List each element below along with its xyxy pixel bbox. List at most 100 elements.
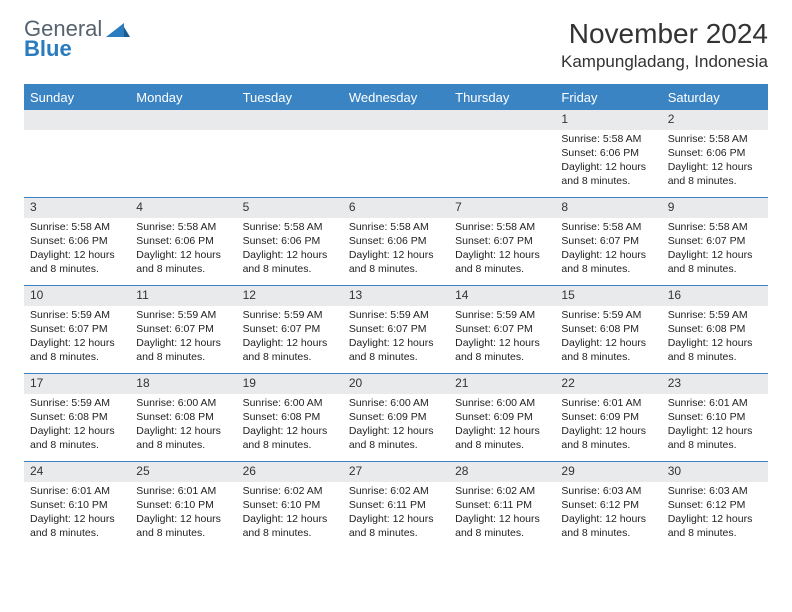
calendar-day-cell — [449, 110, 555, 198]
calendar-day-cell: 2Sunrise: 5:58 AMSunset: 6:06 PMDaylight… — [662, 110, 768, 198]
logo-triangle-icon — [106, 20, 130, 40]
day-number: 19 — [237, 374, 343, 394]
daylight-text: Daylight: 12 hours and 8 minutes. — [668, 336, 762, 364]
day-details: Sunrise: 6:02 AMSunset: 6:10 PMDaylight:… — [237, 482, 343, 545]
calendar-day-cell: 21Sunrise: 6:00 AMSunset: 6:09 PMDayligh… — [449, 374, 555, 462]
calendar-day-cell: 27Sunrise: 6:02 AMSunset: 6:11 PMDayligh… — [343, 462, 449, 550]
day-header: Wednesday — [343, 85, 449, 110]
sunrise-text: Sunrise: 5:59 AM — [30, 308, 124, 322]
day-number — [24, 110, 130, 130]
calendar-day-cell — [24, 110, 130, 198]
daylight-text: Daylight: 12 hours and 8 minutes. — [561, 160, 655, 188]
day-number: 25 — [130, 462, 236, 482]
day-details: Sunrise: 6:01 AMSunset: 6:10 PMDaylight:… — [24, 482, 130, 545]
sunrise-text: Sunrise: 5:59 AM — [243, 308, 337, 322]
day-details: Sunrise: 6:00 AMSunset: 6:08 PMDaylight:… — [237, 394, 343, 457]
sunrise-text: Sunrise: 6:01 AM — [136, 484, 230, 498]
day-details: Sunrise: 6:03 AMSunset: 6:12 PMDaylight:… — [555, 482, 661, 545]
sunset-text: Sunset: 6:08 PM — [561, 322, 655, 336]
day-details: Sunrise: 5:59 AMSunset: 6:08 PMDaylight:… — [555, 306, 661, 369]
sunset-text: Sunset: 6:11 PM — [349, 498, 443, 512]
daylight-text: Daylight: 12 hours and 8 minutes. — [136, 248, 230, 276]
day-header: Saturday — [662, 85, 768, 110]
day-details: Sunrise: 5:58 AMSunset: 6:06 PMDaylight:… — [555, 130, 661, 193]
daylight-text: Daylight: 12 hours and 8 minutes. — [455, 336, 549, 364]
day-details — [343, 130, 449, 190]
day-details: Sunrise: 5:59 AMSunset: 6:07 PMDaylight:… — [449, 306, 555, 369]
calendar-day-cell — [343, 110, 449, 198]
sunset-text: Sunset: 6:10 PM — [668, 410, 762, 424]
sunset-text: Sunset: 6:07 PM — [136, 322, 230, 336]
sunset-text: Sunset: 6:12 PM — [668, 498, 762, 512]
calendar-day-cell: 3Sunrise: 5:58 AMSunset: 6:06 PMDaylight… — [24, 198, 130, 286]
daylight-text: Daylight: 12 hours and 8 minutes. — [561, 248, 655, 276]
daylight-text: Daylight: 12 hours and 8 minutes. — [30, 424, 124, 452]
daylight-text: Daylight: 12 hours and 8 minutes. — [455, 512, 549, 540]
day-header: Tuesday — [237, 85, 343, 110]
day-number: 29 — [555, 462, 661, 482]
calendar-day-cell: 30Sunrise: 6:03 AMSunset: 6:12 PMDayligh… — [662, 462, 768, 550]
sunrise-text: Sunrise: 5:58 AM — [561, 220, 655, 234]
day-details: Sunrise: 5:58 AMSunset: 6:06 PMDaylight:… — [662, 130, 768, 193]
sunrise-text: Sunrise: 6:01 AM — [30, 484, 124, 498]
calendar-week-row: 17Sunrise: 5:59 AMSunset: 6:08 PMDayligh… — [24, 374, 768, 462]
day-number: 24 — [24, 462, 130, 482]
day-details: Sunrise: 5:58 AMSunset: 6:07 PMDaylight:… — [555, 218, 661, 281]
sunset-text: Sunset: 6:07 PM — [243, 322, 337, 336]
sunrise-text: Sunrise: 5:58 AM — [561, 132, 655, 146]
day-number: 9 — [662, 198, 768, 218]
day-details: Sunrise: 5:59 AMSunset: 6:07 PMDaylight:… — [343, 306, 449, 369]
day-details: Sunrise: 6:02 AMSunset: 6:11 PMDaylight:… — [449, 482, 555, 545]
daylight-text: Daylight: 12 hours and 8 minutes. — [30, 336, 124, 364]
calendar-day-cell: 22Sunrise: 6:01 AMSunset: 6:09 PMDayligh… — [555, 374, 661, 462]
day-details: Sunrise: 5:58 AMSunset: 6:06 PMDaylight:… — [237, 218, 343, 281]
calendar-week-row: 10Sunrise: 5:59 AMSunset: 6:07 PMDayligh… — [24, 286, 768, 374]
sunrise-text: Sunrise: 6:03 AM — [668, 484, 762, 498]
day-details: Sunrise: 6:01 AMSunset: 6:09 PMDaylight:… — [555, 394, 661, 457]
sunrise-text: Sunrise: 6:03 AM — [561, 484, 655, 498]
day-details: Sunrise: 5:59 AMSunset: 6:07 PMDaylight:… — [24, 306, 130, 369]
day-number: 26 — [237, 462, 343, 482]
sunrise-text: Sunrise: 6:00 AM — [455, 396, 549, 410]
day-details: Sunrise: 5:58 AMSunset: 6:07 PMDaylight:… — [449, 218, 555, 281]
day-number: 1 — [555, 110, 661, 130]
sunset-text: Sunset: 6:06 PM — [243, 234, 337, 248]
sunset-text: Sunset: 6:07 PM — [561, 234, 655, 248]
day-header: Monday — [130, 85, 236, 110]
calendar-day-cell — [237, 110, 343, 198]
day-number: 10 — [24, 286, 130, 306]
sunset-text: Sunset: 6:11 PM — [455, 498, 549, 512]
sunrise-text: Sunrise: 5:58 AM — [30, 220, 124, 234]
day-details: Sunrise: 5:59 AMSunset: 6:08 PMDaylight:… — [24, 394, 130, 457]
day-number: 12 — [237, 286, 343, 306]
day-details: Sunrise: 6:00 AMSunset: 6:08 PMDaylight:… — [130, 394, 236, 457]
day-header-row: Sunday Monday Tuesday Wednesday Thursday… — [24, 85, 768, 110]
daylight-text: Daylight: 12 hours and 8 minutes. — [243, 248, 337, 276]
sunrise-text: Sunrise: 5:59 AM — [349, 308, 443, 322]
calendar-day-cell: 16Sunrise: 5:59 AMSunset: 6:08 PMDayligh… — [662, 286, 768, 374]
sunset-text: Sunset: 6:06 PM — [136, 234, 230, 248]
daylight-text: Daylight: 12 hours and 8 minutes. — [136, 424, 230, 452]
sunrise-text: Sunrise: 6:01 AM — [561, 396, 655, 410]
sunrise-text: Sunrise: 5:58 AM — [243, 220, 337, 234]
sunset-text: Sunset: 6:08 PM — [668, 322, 762, 336]
day-details: Sunrise: 5:59 AMSunset: 6:08 PMDaylight:… — [662, 306, 768, 369]
day-details: Sunrise: 5:59 AMSunset: 6:07 PMDaylight:… — [237, 306, 343, 369]
logo-word2: Blue — [24, 38, 102, 60]
day-details: Sunrise: 5:58 AMSunset: 6:07 PMDaylight:… — [662, 218, 768, 281]
logo-text: General Blue — [24, 18, 102, 60]
day-details: Sunrise: 5:58 AMSunset: 6:06 PMDaylight:… — [343, 218, 449, 281]
day-details: Sunrise: 6:01 AMSunset: 6:10 PMDaylight:… — [130, 482, 236, 545]
day-details: Sunrise: 6:01 AMSunset: 6:10 PMDaylight:… — [662, 394, 768, 457]
day-details: Sunrise: 6:00 AMSunset: 6:09 PMDaylight:… — [343, 394, 449, 457]
calendar-day-cell: 13Sunrise: 5:59 AMSunset: 6:07 PMDayligh… — [343, 286, 449, 374]
daylight-text: Daylight: 12 hours and 8 minutes. — [136, 512, 230, 540]
day-details: Sunrise: 5:58 AMSunset: 6:06 PMDaylight:… — [24, 218, 130, 281]
day-number: 5 — [237, 198, 343, 218]
day-number — [130, 110, 236, 130]
day-header: Friday — [555, 85, 661, 110]
sunset-text: Sunset: 6:07 PM — [455, 322, 549, 336]
daylight-text: Daylight: 12 hours and 8 minutes. — [243, 512, 337, 540]
calendar-week-row: 3Sunrise: 5:58 AMSunset: 6:06 PMDaylight… — [24, 198, 768, 286]
day-number: 11 — [130, 286, 236, 306]
